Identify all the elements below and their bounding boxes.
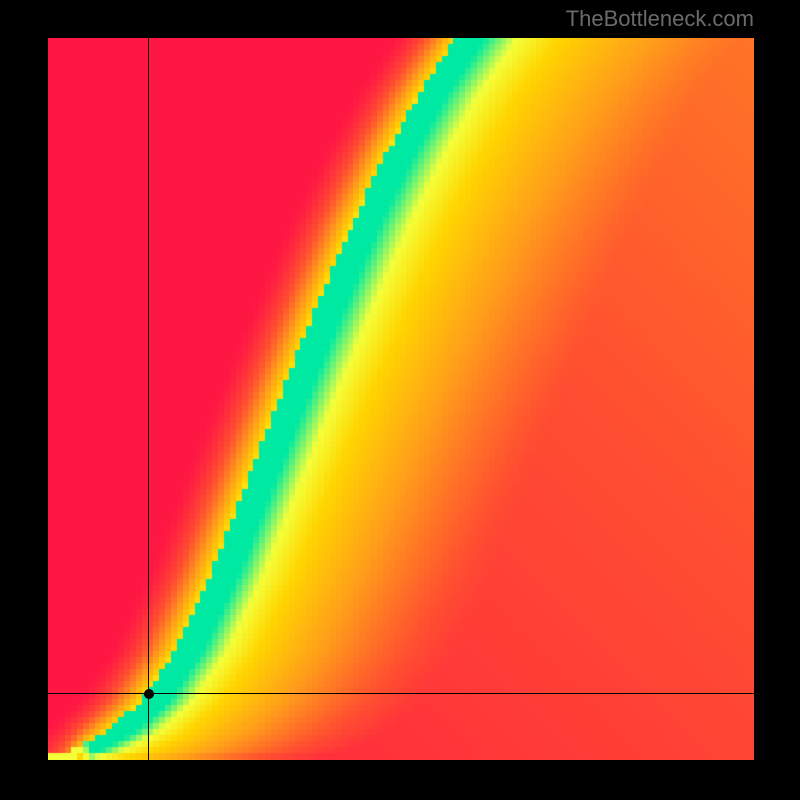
crosshair-vertical bbox=[148, 38, 149, 760]
heatmap-canvas bbox=[48, 38, 754, 760]
watermark-text: TheBottleneck.com bbox=[566, 6, 754, 32]
bottleneck-marker bbox=[144, 689, 154, 699]
heatmap-plot bbox=[48, 38, 754, 760]
